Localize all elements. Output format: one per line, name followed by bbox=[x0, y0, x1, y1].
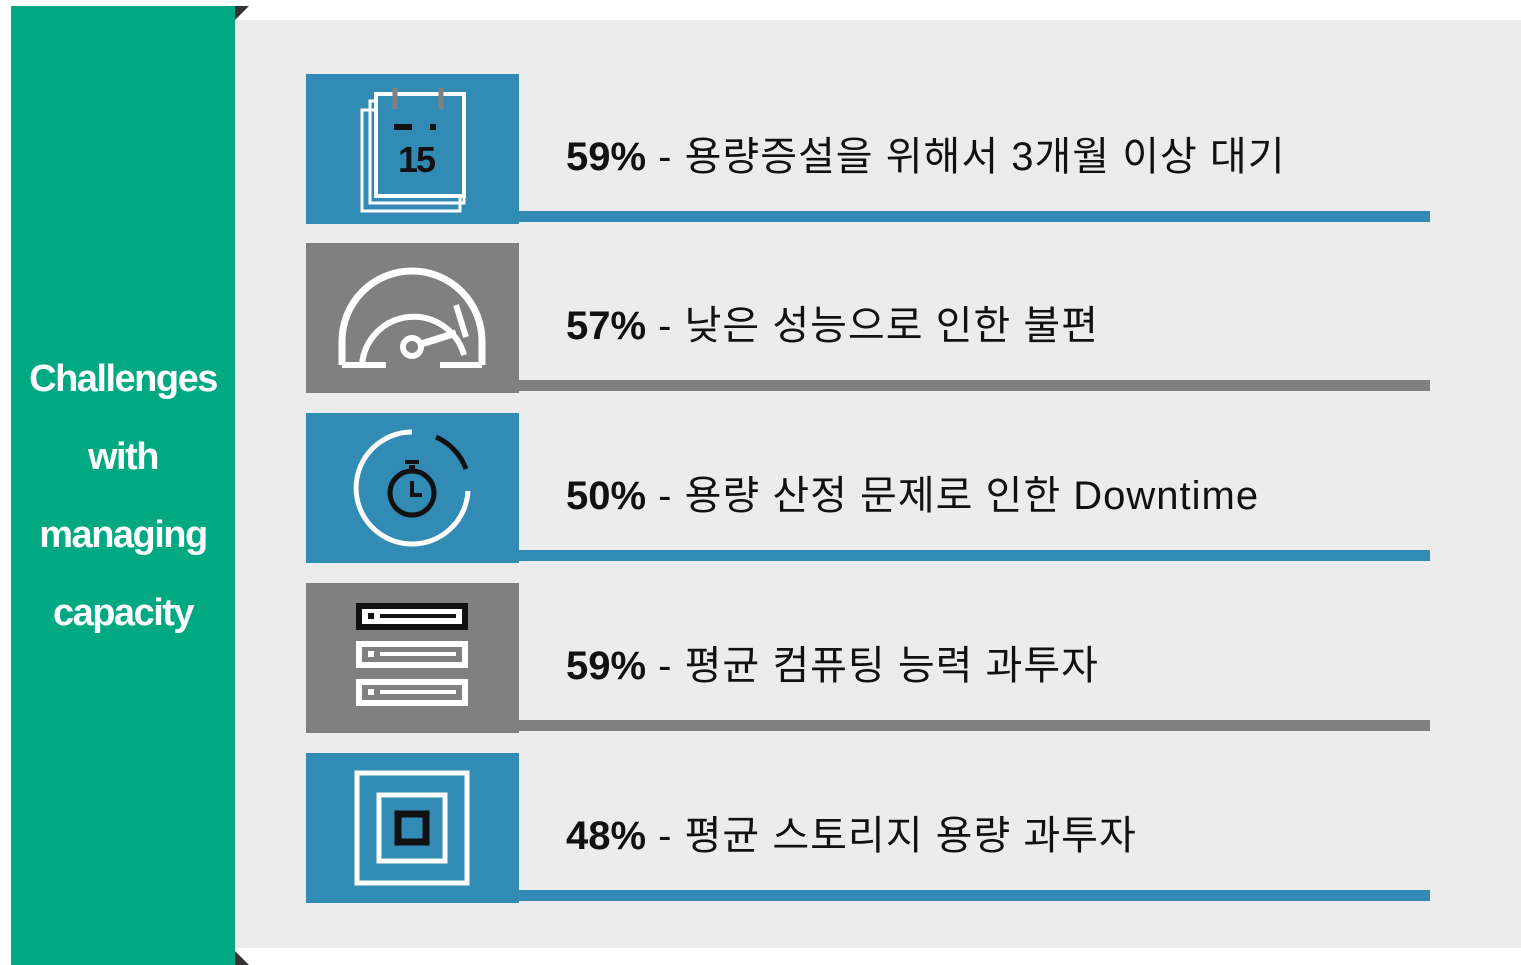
underline bbox=[519, 550, 1430, 561]
item-label: 59% - 평균 컴퓨팅 능력 과투자 bbox=[566, 633, 1099, 691]
sidebar: Challenges with managing capacity bbox=[11, 6, 235, 965]
calendar-day: 15 bbox=[398, 139, 436, 180]
item: 50% - 용량 산정 문제로 인한 Downtime bbox=[306, 413, 1430, 563]
item-label: 48% - 평균 스토리지 용량 과투자 bbox=[566, 803, 1137, 861]
item-label: 50% - 용량 산정 문제로 인한 Downtime bbox=[566, 463, 1259, 521]
item-text: - 평균 컴퓨팅 능력 과투자 bbox=[646, 644, 1099, 688]
stopwatch-icon bbox=[306, 413, 519, 563]
server-icon bbox=[306, 583, 519, 733]
corner bbox=[235, 951, 249, 965]
percent: 59% bbox=[566, 135, 647, 179]
calendar-icon: 15 bbox=[306, 74, 519, 224]
item: 15 59% - 용량증설을 위해서 3개월 이상 대기 bbox=[306, 74, 1430, 224]
item-label: 59% - 용량증설을 위해서 3개월 이상 대기 bbox=[566, 124, 1286, 182]
item-label: 57% - 낮은 성능으로 인한 불편 bbox=[566, 293, 1099, 351]
item: 59% - 평균 컴퓨팅 능력 과투자 bbox=[306, 583, 1430, 733]
sidebar-title: capacity bbox=[52, 592, 195, 634]
percent: 48% bbox=[566, 814, 647, 858]
item: 48% - 평균 스토리지 용량 과투자 bbox=[306, 753, 1430, 903]
item-text: - 용량증설을 위해서 3개월 이상 대기 bbox=[646, 135, 1286, 179]
percent: 59% bbox=[566, 644, 647, 688]
item: 57% - 낮은 성능으로 인한 불편 bbox=[306, 243, 1430, 393]
sidebar-title: with bbox=[88, 436, 159, 478]
underline bbox=[519, 211, 1430, 222]
percent: 57% bbox=[566, 304, 647, 348]
storage-icon bbox=[306, 753, 519, 903]
corner bbox=[235, 6, 249, 20]
item-text: - 평균 스토리지 용량 과투자 bbox=[646, 814, 1137, 858]
underline bbox=[519, 890, 1430, 901]
item-text: - 용량 산정 문제로 인한 Downtime bbox=[646, 474, 1260, 518]
underline bbox=[519, 380, 1430, 391]
item-text: - 낮은 성능으로 인한 불편 bbox=[646, 304, 1099, 348]
gauge-icon bbox=[306, 243, 519, 393]
percent: 50% bbox=[566, 474, 647, 518]
sidebar-title: managing bbox=[39, 514, 208, 556]
underline bbox=[519, 720, 1430, 731]
sidebar-title: Challenges bbox=[29, 358, 218, 400]
